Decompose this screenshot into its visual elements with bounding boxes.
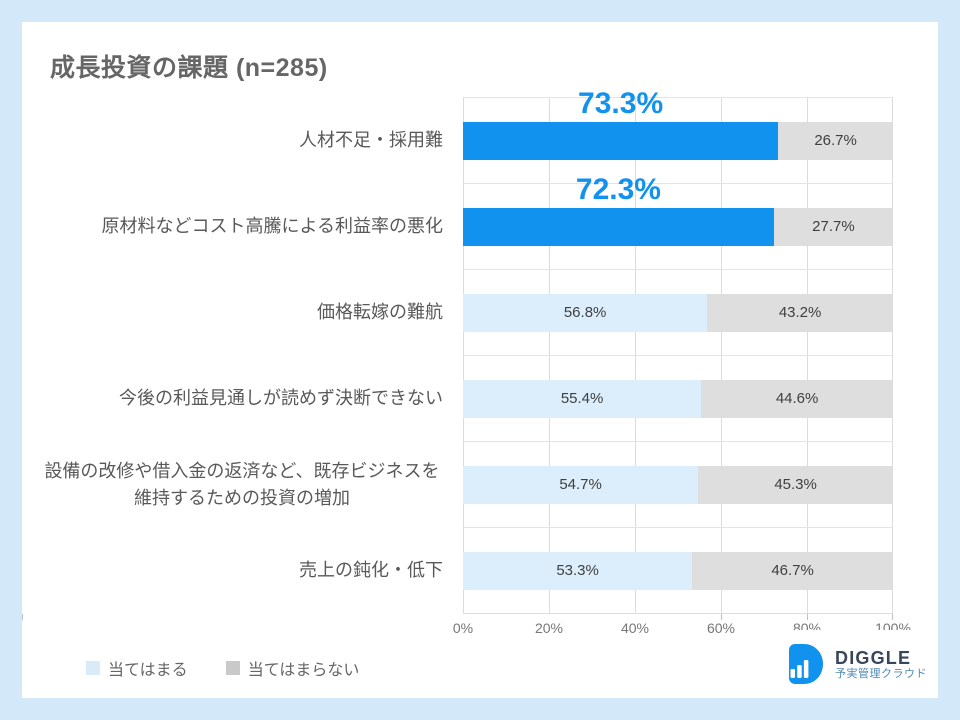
category-label-cell: 価格転嫁の難航	[22, 269, 453, 355]
value-label-applies: 53.3%	[556, 562, 599, 579]
bar-segment-not-applies: 45.3%	[698, 465, 893, 504]
slide-card: 成長投資の課題 (n=285) 人材不足・採用難 原材料などコスト高騰による利益…	[22, 22, 938, 698]
value-label-not-applies: 26.7%	[814, 132, 857, 149]
chart-row: 73.3% 26.7%	[463, 88, 893, 183]
value-label-not-applies: 43.2%	[778, 304, 822, 321]
chart-row: 55.4% 44.6%	[463, 355, 893, 441]
x-axis-tick-label: 40%	[620, 620, 650, 636]
x-axis-tick-label: 60%	[706, 620, 736, 636]
diggle-logo-icon	[789, 644, 823, 684]
legend-item-not-applies: 当てはまらない	[225, 656, 360, 680]
value-label-applies: 56.8%	[563, 304, 607, 321]
legend: 当てはまる 当てはまらない	[86, 656, 359, 680]
category-label: 売上の鈍化・低下	[299, 560, 443, 581]
bar-track: 53.3% 46.7%	[463, 551, 893, 590]
bar-segment-applies	[463, 207, 774, 246]
category-label: 人材不足・採用難	[299, 129, 443, 150]
chart-row: 72.3% 27.7%	[463, 174, 893, 269]
bar-segment-not-applies: 27.7%	[773, 207, 893, 246]
category-label-cell: 今後の利益見通しが読めず決断できない	[22, 356, 453, 442]
bar-segment-not-applies: 46.7%	[692, 551, 893, 590]
bar-track: 73.3% 26.7%	[463, 88, 893, 160]
diggle-logo: DIGGLE 予実管理クラウド	[767, 630, 938, 698]
legend-swatch-not-applies	[225, 661, 240, 675]
category-label-cell: 原材料などコスト高騰による利益率の悪化	[22, 183, 453, 269]
bar-segment-applies: 55.4%	[463, 379, 702, 418]
big-value-label: 72.3%	[575, 172, 661, 206]
bar-track: 54.7% 45.3%	[463, 465, 893, 504]
value-label-applies: 54.7%	[559, 476, 602, 493]
category-label-cell: 人材不足・採用難	[22, 97, 453, 183]
bar-track: 55.4% 44.6%	[463, 379, 893, 418]
x-axis-tick-mark	[22, 614, 23, 620]
big-value-label: 73.3%	[578, 86, 664, 120]
legend-item-applies: 当てはまる	[86, 656, 188, 680]
x-axis-tick-label: 0%	[452, 620, 474, 636]
chart-row: 54.7% 45.3%	[463, 441, 893, 527]
bar-segment-applies: 54.7%	[463, 465, 699, 504]
chart-title: 成長投資の課題 (n=285)	[50, 54, 328, 82]
x-axis-tick-mark	[807, 614, 808, 620]
plot-area: 73.3% 26.7% 72.3% 27.7% 56.8% 43.2%	[463, 88, 893, 614]
bar-track: 56.8% 43.2%	[463, 293, 893, 332]
bar-segment-not-applies: 43.2%	[707, 293, 893, 332]
bar-segment-applies: 53.3%	[463, 551, 693, 590]
x-axis-tick-mark	[892, 614, 893, 620]
bar-segment-not-applies: 26.7%	[778, 121, 893, 160]
category-label: 設備の改修や借入金の返済など、既存ビジネスを維持するための投資の増加	[44, 460, 440, 508]
category-label: 価格転嫁の難航	[317, 301, 443, 322]
value-label-applies: 55.4%	[560, 390, 604, 407]
category-label: 原材料などコスト高騰による利益率の悪化	[101, 215, 443, 236]
x-axis-tick-label: 20%	[534, 620, 564, 636]
category-label-cell: 設備の改修や借入金の返済など、既存ビジネスを維持するための投資の増加	[22, 442, 453, 528]
legend-swatch-applies	[86, 661, 100, 675]
chart-rows: 73.3% 26.7% 72.3% 27.7% 56.8% 43.2%	[463, 88, 893, 614]
x-axis-tick-mark	[721, 614, 722, 620]
bar-track: 72.3% 27.7%	[463, 174, 893, 246]
chart-row: 53.3% 46.7%	[463, 527, 893, 613]
bar-segment-applies: 56.8%	[463, 293, 708, 332]
category-label: 今後の利益見通しが読めず決断できない	[119, 388, 443, 409]
logo-texts: DIGGLE 予実管理クラウド	[835, 649, 927, 680]
category-axis: 人材不足・採用難 原材料などコスト高騰による利益率の悪化 価格転嫁の難航 今後の…	[22, 97, 453, 614]
category-label-cell: 売上の鈍化・低下	[22, 528, 453, 614]
bar-segment-applies	[463, 121, 779, 160]
value-label-not-applies: 45.3%	[774, 476, 817, 493]
logo-tagline: 予実管理クラウド	[835, 667, 927, 680]
bar-segment-not-applies: 44.6%	[701, 379, 893, 418]
value-label-not-applies: 27.7%	[812, 218, 855, 235]
value-label-not-applies: 46.7%	[771, 562, 814, 579]
legend-label: 当てはまる	[108, 662, 188, 679]
chart-row: 56.8% 43.2%	[463, 269, 893, 355]
legend-label: 当てはまらない	[247, 662, 360, 679]
logo-name: DIGGLE	[835, 647, 912, 668]
value-label-not-applies: 44.6%	[775, 390, 819, 407]
